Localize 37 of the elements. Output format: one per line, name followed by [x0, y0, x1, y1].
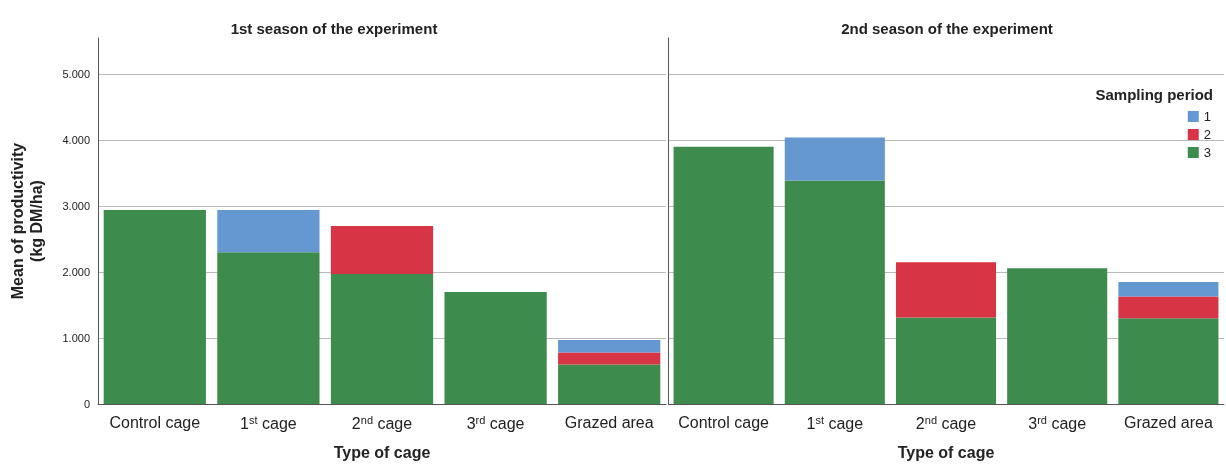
y-axis-title: Mean of productivity (kg DM/ha): [9, 142, 45, 300]
bar: [895, 317, 997, 404]
x-axis-title: Type of cage: [333, 443, 431, 461]
bar: [1118, 318, 1219, 404]
bar: [330, 225, 434, 275]
y-tick-label: 4.000: [62, 134, 90, 147]
bar: [673, 146, 774, 404]
legend-label: 2: [1203, 127, 1211, 142]
bar: [784, 180, 885, 404]
chart-title: 2nd season of the experiment: [841, 20, 1053, 37]
bar: [1007, 268, 1108, 404]
chart-title: 1st season of the experiment: [230, 20, 438, 37]
bar: [1118, 282, 1219, 297]
legend-label: 1: [1203, 109, 1211, 124]
legend-title: Sampling period: [1095, 86, 1214, 103]
x-tick-label: Grazed area: [564, 413, 654, 431]
bar: [558, 340, 661, 353]
bar: [444, 291, 547, 404]
y-tick-label: 5.000: [62, 68, 90, 81]
legend-label: 3: [1203, 145, 1211, 160]
bar: [103, 210, 206, 404]
x-tick-label: Grazed area: [1123, 413, 1213, 431]
bar: [784, 137, 885, 181]
x-axis-title: Type of cage: [897, 443, 995, 461]
bar: [558, 364, 661, 404]
x-tick-label: Control cage: [678, 413, 770, 431]
bar: [217, 252, 320, 404]
y-tick-label: 2.000: [62, 266, 90, 279]
bar: [558, 352, 661, 365]
bar: [330, 274, 434, 404]
x-tick-label: Control cage: [109, 413, 201, 431]
y-tick-label: 0: [83, 398, 90, 410]
bar: [1118, 296, 1219, 319]
bar: [217, 210, 320, 253]
bar: [895, 262, 997, 318]
y-tick-label: 1.000: [62, 332, 90, 345]
y-tick-label: 3.000: [62, 200, 90, 213]
